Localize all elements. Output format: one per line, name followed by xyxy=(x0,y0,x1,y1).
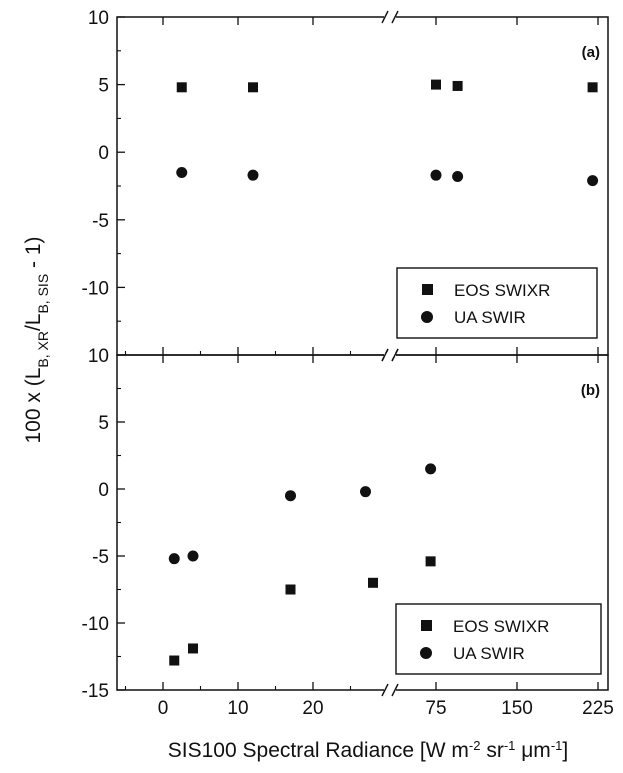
panel-label: (b) xyxy=(581,382,600,399)
axis-break-mark xyxy=(391,348,399,362)
panel-label: (a) xyxy=(582,44,600,61)
axis-break-mark xyxy=(381,348,389,362)
y-tick-label: -10 xyxy=(82,278,109,299)
data-point-ua-swir xyxy=(247,169,259,181)
data-point-ua-swir xyxy=(176,166,188,178)
data-point-ua-swir xyxy=(452,171,464,183)
data-point-eos-swixr xyxy=(248,82,258,93)
legend-marker-square xyxy=(422,284,433,295)
y-tick-label: -5 xyxy=(92,211,109,232)
legend-entry: EOS SWIXR xyxy=(454,281,550,300)
legend-marker-square xyxy=(421,620,432,631)
legend-entry: UA SWIR xyxy=(453,644,525,663)
data-point-ua-swir xyxy=(187,550,199,562)
legend-entry: UA SWIR xyxy=(454,308,526,327)
data-point-ua-swir xyxy=(425,463,437,475)
x-tick-label: 20 xyxy=(302,698,323,719)
axis-break-gap xyxy=(384,353,396,357)
axis-break-mark xyxy=(381,683,389,697)
y-axis-label: 100 x (LB, XR/LB, SIS - 1) xyxy=(22,236,51,443)
x-tick-label: 75 xyxy=(425,698,446,719)
y-tick-label: 10 xyxy=(88,8,109,29)
axis-break-gap xyxy=(384,688,396,692)
data-point-eos-swixr xyxy=(452,80,463,91)
data-point-eos-swixr xyxy=(587,82,598,93)
data-point-eos-swixr xyxy=(425,556,436,567)
data-point-ua-swir xyxy=(430,169,442,181)
y-tick-label: -10 xyxy=(82,614,109,635)
data-point-eos-swixr xyxy=(368,577,378,588)
y-tick-label: 0 xyxy=(98,480,109,501)
data-point-eos-swixr xyxy=(176,82,187,93)
legend-marker-circle xyxy=(420,647,432,659)
y-tick-label: 5 xyxy=(98,413,109,434)
legend-entry: EOS SWIXR xyxy=(453,617,549,636)
legend-box xyxy=(395,603,602,675)
x-axis-label: SIS100 Spectral Radiance [W m-2 sr-1 μm-… xyxy=(168,738,568,763)
x-tick-label: 10 xyxy=(227,698,248,719)
axis-break-mark xyxy=(391,683,399,697)
data-point-ua-swir xyxy=(168,553,180,565)
data-point-ua-swir xyxy=(360,486,371,498)
x-tick-label: 150 xyxy=(501,698,533,719)
axis-break-gap xyxy=(384,15,396,19)
legend-box xyxy=(396,267,598,339)
y-tick-label: -15 xyxy=(82,681,109,702)
y-tick-label: 10 xyxy=(88,346,109,367)
y-tick-label: 5 xyxy=(98,76,109,97)
x-tick-label: 0 xyxy=(158,698,169,719)
y-tick-label: 0 xyxy=(98,143,109,164)
panel-a: 10 5 0 -5 -10 (a) EOS SWIXR UA SWIR xyxy=(82,8,609,362)
y-tick-label: -5 xyxy=(92,547,109,568)
panel-b: 10 5 0 -5 -10 -15 0 10 20 75 150 225 (b) EOS SWIXR UA … xyxy=(82,346,614,719)
data-point-eos-swixr xyxy=(285,584,296,595)
axis-break-mark xyxy=(391,10,399,24)
legend-marker-circle xyxy=(421,311,433,323)
data-point-eos-swixr xyxy=(188,643,198,654)
x-tick-label: 225 xyxy=(582,698,614,719)
axis-break-mark xyxy=(381,10,389,24)
data-point-eos-swixr xyxy=(169,655,180,666)
data-point-eos-swixr xyxy=(431,79,441,90)
data-point-ua-swir xyxy=(587,175,599,187)
data-point-ua-swir xyxy=(285,490,296,502)
